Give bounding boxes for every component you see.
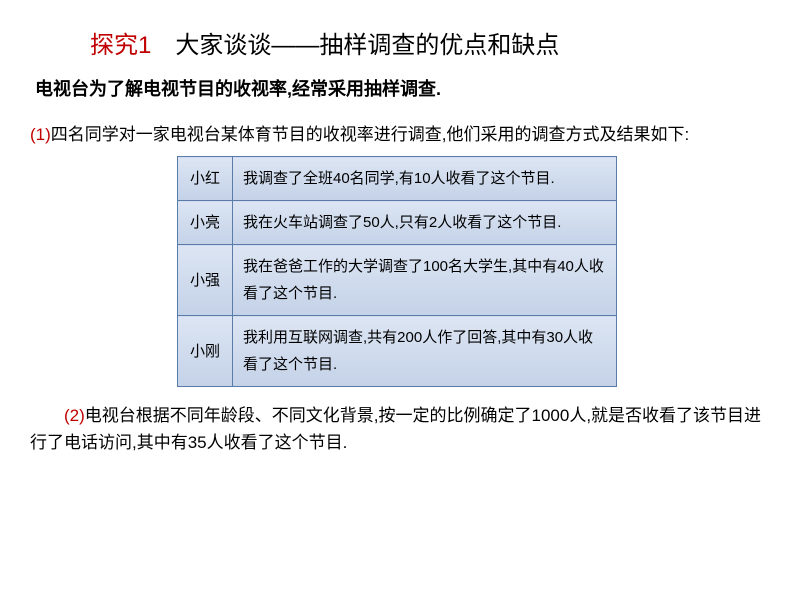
table-row: 小刚 我利用互联网调查,共有200人作了回答,其中有30人收看了这个节目. [178, 316, 617, 387]
student-name: 小亮 [178, 201, 233, 245]
student-desc: 我在爸爸工作的大学调查了100名大学生,其中有40人收看了这个节目. [233, 245, 617, 316]
student-desc: 我利用互联网调查,共有200人作了回答,其中有30人收看了这个节目. [233, 316, 617, 387]
para2-label: (2) [64, 406, 85, 425]
table-row: 小红 我调查了全班40名同学,有10人收看了这个节目. [178, 157, 617, 201]
student-name: 小红 [178, 157, 233, 201]
paragraph-2: (2)电视台根据不同年龄段、不同文化背景,按一定的比例确定了1000人,就是否收… [30, 402, 764, 456]
student-name: 小刚 [178, 316, 233, 387]
table-row: 小强 我在爸爸工作的大学调查了100名大学生,其中有40人收看了这个节目. [178, 245, 617, 316]
page-title: 探究1 大家谈谈——抽样调查的优点和缺点 [90, 25, 764, 60]
table-row: 小亮 我在火车站调查了50人,只有2人收看了这个节目. [178, 201, 617, 245]
title-black-part: 大家谈谈——抽样调查的优点和缺点 [151, 32, 559, 59]
paragraph-1: (1)四名同学对一家电视台某体育节目的收视率进行调查,他们采用的调查方式及结果如… [30, 121, 764, 148]
title-red-part: 探究1 [90, 32, 151, 59]
student-name: 小强 [178, 245, 233, 316]
intro-text: 电视台为了解电视节目的收视率,经常采用抽样调查. [35, 75, 764, 101]
para1-text: 四名同学对一家电视台某体育节目的收视率进行调查,他们采用的调查方式及结果如下: [51, 125, 689, 144]
para1-label: (1) [30, 125, 51, 144]
survey-table: 小红 我调查了全班40名同学,有10人收看了这个节目. 小亮 我在火车站调查了5… [177, 156, 617, 387]
student-desc: 我在火车站调查了50人,只有2人收看了这个节目. [233, 201, 617, 245]
para2-text: 电视台根据不同年龄段、不同文化背景,按一定的比例确定了1000人,就是否收看了该… [30, 406, 761, 452]
student-desc: 我调查了全班40名同学,有10人收看了这个节目. [233, 157, 617, 201]
